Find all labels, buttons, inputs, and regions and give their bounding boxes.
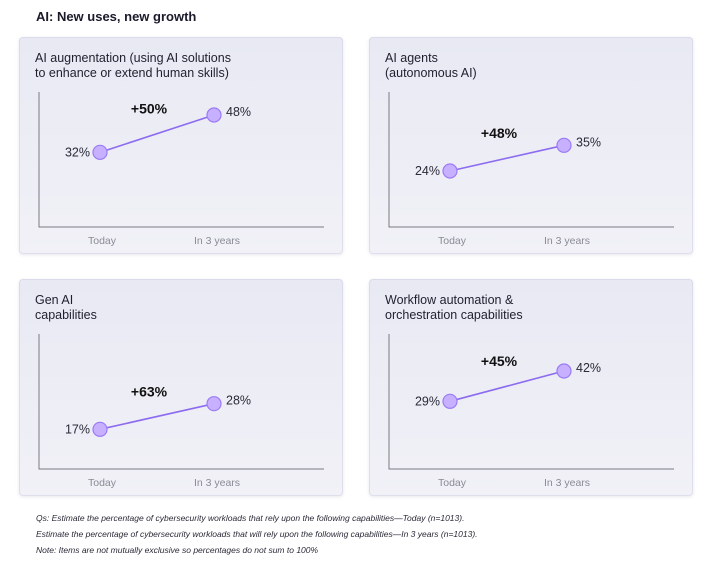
series-line [99, 114, 215, 154]
page-title: AI: New uses, new growth [36, 9, 197, 24]
chart-title: Gen AI capabilities [35, 293, 97, 322]
data-point-3-years [206, 396, 222, 412]
value-label-today: 17% [65, 422, 90, 436]
chart-axes [38, 334, 324, 470]
footnotes: Qs: Estimate the percentage of cybersecu… [36, 510, 478, 558]
chart-title: Workflow automation & orchestration capa… [385, 293, 523, 322]
value-label-3-years: 35% [576, 135, 601, 149]
data-point-3-years [556, 363, 572, 379]
chart-card-ai-augmentation: AI augmentation (using AI solutions to e… [19, 37, 343, 254]
chart-axes [38, 92, 324, 228]
footnote-question-3-years: Estimate the percentage of cybersecurity… [36, 529, 478, 539]
data-point-today [92, 144, 108, 160]
series-line [449, 370, 565, 403]
x-tick-label-3-years: In 3 years [194, 235, 240, 247]
chart-ai-augmentation: 32% 48% +50% Today In 3 years [38, 92, 324, 247]
data-point-today [442, 393, 458, 409]
x-tick-label-today: Today [438, 477, 467, 489]
data-point-today [442, 163, 458, 179]
change-label: +45% [481, 353, 518, 369]
chart-title: AI agents (autonomous AI) [385, 51, 477, 80]
chart-card-gen-ai: Gen AI capabilities 17% 28% +63% Today In 3 … [19, 279, 343, 496]
chart-axes [388, 334, 674, 470]
chart-axes [388, 92, 674, 228]
value-label-3-years: 48% [226, 105, 251, 119]
x-tick-label-today: Today [438, 235, 467, 247]
x-tick-label-3-years: In 3 years [544, 235, 590, 247]
chart-card-workflow-automation: Workflow automation & orchestration capa… [369, 279, 693, 496]
chart-card-ai-agents: AI agents (autonomous AI) 24% 35% +48% Toda… [369, 37, 693, 254]
data-point-3-years [556, 137, 572, 153]
change-label: +48% [481, 125, 518, 141]
series-line [449, 144, 565, 172]
change-label: +63% [131, 384, 168, 400]
value-label-3-years: 42% [576, 361, 601, 375]
chart-workflow-automation: 29% 42% +45% Today In 3 years [388, 334, 674, 489]
change-label: +50% [131, 101, 168, 117]
data-point-today [92, 421, 108, 437]
chart-title: AI augmentation (using AI solutions to e… [35, 51, 231, 80]
value-label-today: 29% [415, 394, 440, 408]
footnote-note: Note: Items are not mutually exclusive s… [36, 545, 319, 555]
series-line [99, 402, 215, 431]
x-tick-label-3-years: In 3 years [194, 477, 240, 489]
chart-gen-ai: 17% 28% +63% Today In 3 years [38, 334, 324, 489]
x-tick-label-3-years: In 3 years [544, 477, 590, 489]
x-tick-label-today: Today [88, 235, 117, 247]
value-label-today: 24% [415, 164, 440, 178]
chart-ai-agents: 24% 35% +48% Today In 3 years [388, 92, 674, 247]
x-tick-label-today: Today [88, 477, 117, 489]
value-label-3-years: 28% [226, 394, 251, 408]
footnote-question-today: Qs: Estimate the percentage of cybersecu… [36, 513, 465, 523]
data-point-3-years [206, 107, 222, 123]
value-label-today: 32% [65, 145, 90, 159]
